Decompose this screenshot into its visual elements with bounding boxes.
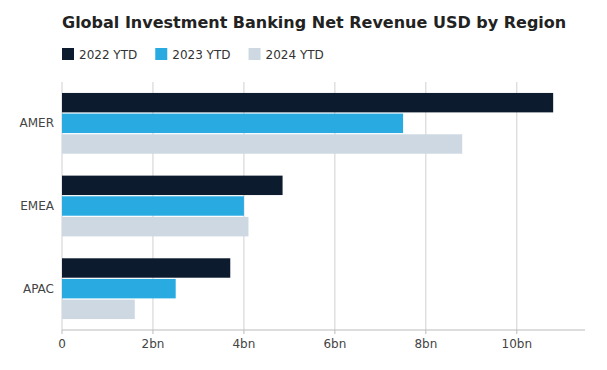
category-label: APAC: [23, 282, 54, 296]
bar: [62, 258, 230, 277]
legend-label: 2022 YTD: [79, 48, 137, 62]
tick-label: 4bn: [232, 337, 255, 351]
tick-label: 8bn: [414, 337, 437, 351]
grid-line: [516, 82, 517, 330]
x-axis: 0 2bn 4bn 6bn 8bn 10bn: [58, 82, 532, 351]
bar: [62, 114, 403, 133]
legend-swatch: [155, 48, 167, 60]
legend-label: 2023 YTD: [172, 48, 230, 62]
tick-mark: [334, 330, 335, 334]
tick-mark: [516, 330, 517, 334]
bar: [62, 300, 135, 319]
legend-label: 2024 YTD: [266, 48, 324, 62]
legend: 2022 YTD 2023 YTD 2024 YTD: [62, 48, 324, 62]
y-axis: AMER EMEA APAC: [20, 116, 55, 295]
category-label: AMER: [20, 116, 54, 130]
legend-swatch: [249, 48, 261, 60]
tick-label: 2bn: [142, 337, 165, 351]
tick-mark: [152, 330, 153, 334]
bar: [62, 279, 176, 298]
bar: [62, 93, 553, 112]
tick-mark: [243, 330, 244, 334]
bar: [62, 217, 248, 236]
chart: Global Investment Banking Net Revenue US…: [0, 0, 607, 370]
legend-swatch: [62, 48, 74, 60]
tick-label: 10bn: [502, 337, 533, 351]
grid-line: [425, 82, 426, 330]
bars: [62, 93, 553, 319]
category-label: EMEA: [20, 199, 55, 213]
bar: [62, 134, 462, 153]
bar: [62, 196, 244, 215]
tick-label: 0: [58, 337, 66, 351]
tick-mark: [62, 330, 63, 334]
title: Global Investment Banking Net Revenue US…: [62, 13, 566, 32]
tick-mark: [425, 330, 426, 334]
tick-label: 6bn: [323, 337, 346, 351]
x-axis-line: [62, 330, 585, 331]
bar: [62, 176, 283, 195]
